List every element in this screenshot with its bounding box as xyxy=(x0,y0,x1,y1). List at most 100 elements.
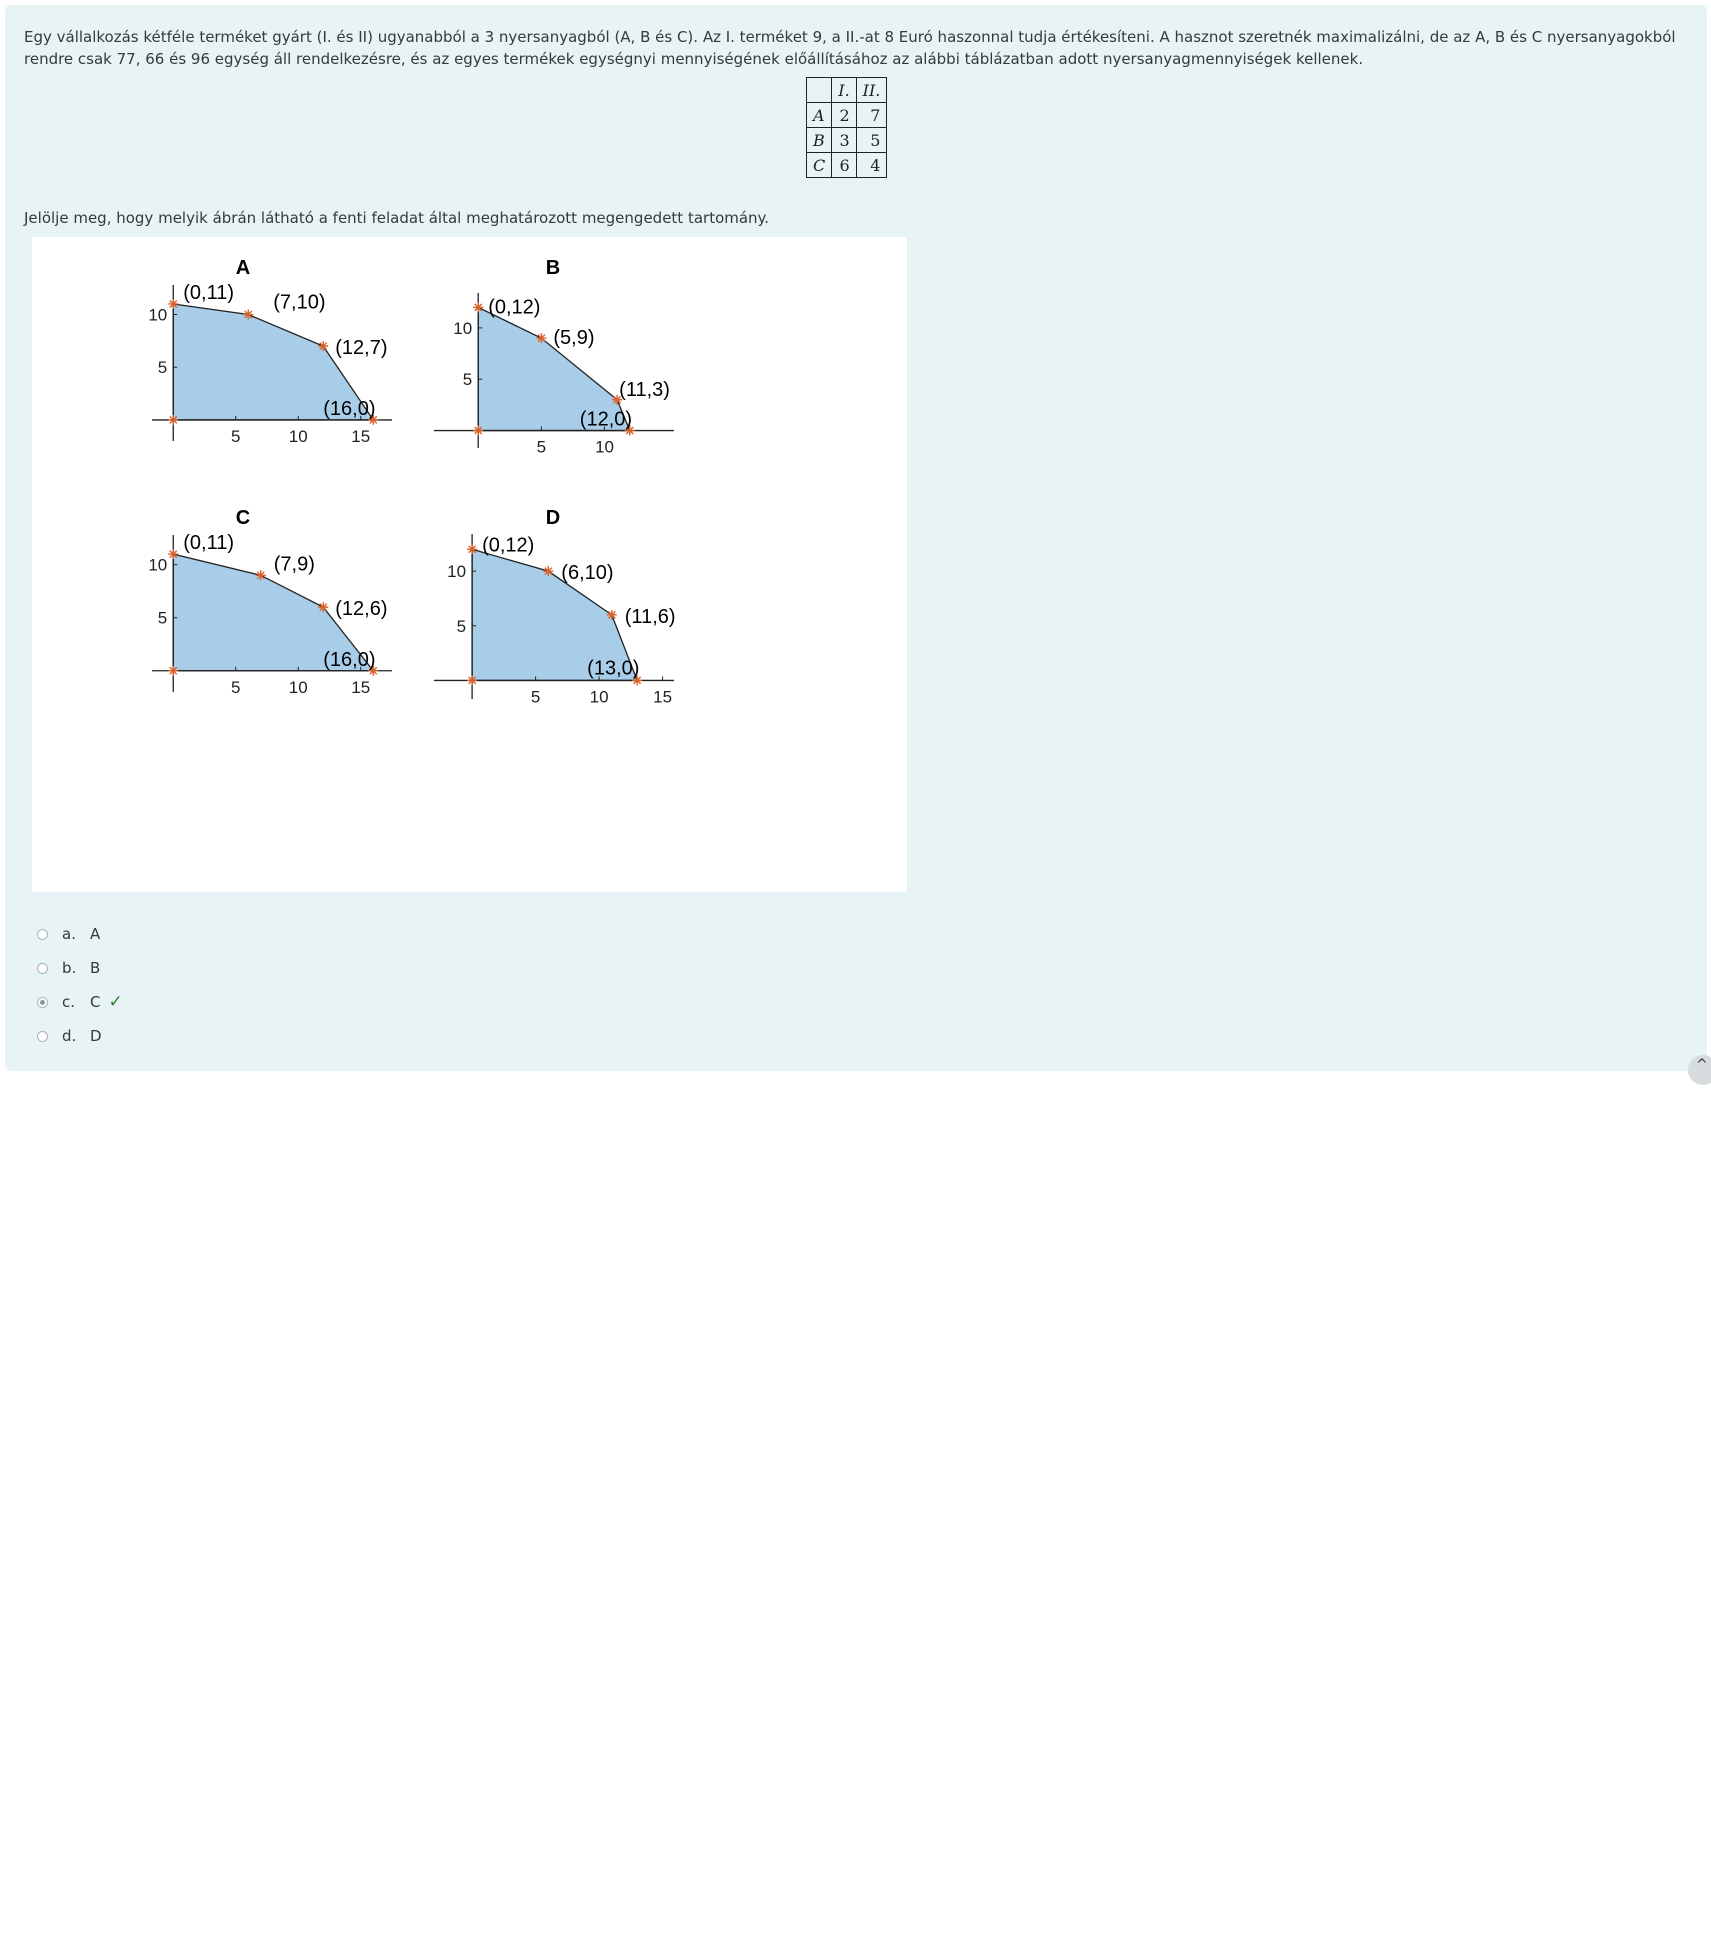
table-header-cell: I. xyxy=(831,77,857,103)
x-tick-label: 10 xyxy=(289,427,308,446)
table-row: A 2 7 xyxy=(805,102,888,128)
vertex-marker xyxy=(624,425,635,436)
radio-c[interactable] xyxy=(37,996,48,1008)
vertex-label: (12,6) xyxy=(335,598,387,620)
feasible-region-figure: 5 10 15 5 10 (0,11) (7,10) (12,7) (16,0) A 5 10 5 10 (… xyxy=(32,237,907,892)
table-cell: 5 xyxy=(855,127,888,153)
table-cell: 2 xyxy=(831,102,857,128)
vertex-marker xyxy=(543,566,554,577)
row-label: A xyxy=(805,102,833,128)
vertex-label: (12,0) xyxy=(580,409,632,431)
vertex-marker xyxy=(368,414,379,425)
question-card: Egy vállalkozás kétféle terméket gyárt (… xyxy=(5,5,1707,1071)
chart-title: B xyxy=(546,257,560,279)
table-cell: 3 xyxy=(831,127,857,153)
vertex-marker xyxy=(168,549,179,560)
question-text: Egy vállalkozás kétféle terméket gyárt (… xyxy=(24,28,1676,68)
vertex-marker xyxy=(536,333,547,344)
vertex-marker xyxy=(632,675,643,686)
vertex-label: (13,0) xyxy=(587,657,639,679)
vertex-label: (16,0) xyxy=(323,398,375,420)
table-header-cell xyxy=(805,77,833,103)
vertex-label: (0,11) xyxy=(183,532,234,554)
y-tick-label: 10 xyxy=(447,562,466,581)
option-letter: b. xyxy=(62,959,77,977)
option-c[interactable]: c. C ✓ xyxy=(37,985,123,1019)
y-tick-label: 5 xyxy=(158,609,167,628)
row-label: B xyxy=(805,127,833,153)
vertex-label: (11,6) xyxy=(625,606,676,628)
resource-table: I. II. A 2 7 B 3 5 C 6 4 xyxy=(805,77,888,178)
vertex-marker xyxy=(467,675,478,686)
x-tick-label: 15 xyxy=(653,687,672,706)
x-tick-label: 10 xyxy=(289,678,308,697)
vertex-marker xyxy=(255,570,266,581)
vertex-marker xyxy=(168,665,179,676)
option-label: D xyxy=(90,1027,102,1045)
answer-options: a. A b. B c. C ✓ d. D xyxy=(37,917,123,1053)
vertex-label: (7,9) xyxy=(274,553,315,575)
table-cell: 6 xyxy=(831,152,857,178)
vertex-label: (6,10) xyxy=(561,562,613,584)
vertex-marker xyxy=(318,341,329,352)
question-prompt: Jelölje meg, hogy melyik ábrán látható a… xyxy=(24,209,770,227)
charts-svg: 5 10 15 5 10 (0,11) (7,10) (12,7) (16,0) A 5 10 5 10 (… xyxy=(148,257,676,706)
option-label: C xyxy=(90,993,101,1011)
x-tick-label: 5 xyxy=(531,687,540,706)
y-tick-label: 5 xyxy=(158,358,167,377)
option-letter: d. xyxy=(62,1027,77,1045)
table-row: B 3 5 xyxy=(805,127,888,153)
option-label: B xyxy=(90,959,101,977)
table-cell: 4 xyxy=(855,152,888,178)
option-a[interactable]: a. A xyxy=(37,917,123,951)
y-tick-label: 10 xyxy=(148,556,167,575)
option-letter: a. xyxy=(62,925,76,943)
vertex-marker xyxy=(168,298,179,309)
table-cell: 7 xyxy=(855,102,888,128)
chevron-up-icon: ^ xyxy=(1696,1057,1708,1073)
x-tick-label: 10 xyxy=(590,687,609,706)
option-label: A xyxy=(90,925,101,943)
radio-d[interactable] xyxy=(37,1030,48,1042)
x-tick-label: 5 xyxy=(537,438,546,457)
x-tick-label: 5 xyxy=(231,678,240,697)
x-tick-label: 10 xyxy=(595,438,614,457)
vertex-marker xyxy=(318,602,329,613)
vertex-marker xyxy=(606,609,617,620)
y-tick-label: 10 xyxy=(453,319,472,338)
scroll-top-button[interactable]: ^ xyxy=(1688,1055,1711,1085)
chart-title: D xyxy=(546,507,560,529)
x-tick-label: 5 xyxy=(231,427,240,446)
chart-title: A xyxy=(236,257,250,279)
row-label: C xyxy=(805,152,833,178)
vertex-label: (11,3) xyxy=(619,379,670,401)
option-letter: c. xyxy=(62,993,76,1011)
vertex-marker xyxy=(168,414,179,425)
option-b[interactable]: b. B xyxy=(37,951,123,985)
vertex-label: (0,12) xyxy=(488,296,540,318)
radio-b[interactable] xyxy=(37,962,48,974)
table-header-row: I. II. xyxy=(805,77,888,103)
chart-title: C xyxy=(236,507,250,529)
y-tick-label: 5 xyxy=(457,617,466,636)
table-header-cell: II. xyxy=(855,77,888,103)
vertex-marker xyxy=(243,309,254,320)
table-row: C 6 4 xyxy=(805,152,888,178)
vertex-label: (12,7) xyxy=(335,337,387,359)
vertex-label: (16,0) xyxy=(323,649,375,671)
vertex-label: (5,9) xyxy=(553,327,594,349)
x-tick-label: 15 xyxy=(351,678,370,697)
vertex-marker xyxy=(612,394,623,405)
vertex-marker xyxy=(473,425,484,436)
y-tick-label: 10 xyxy=(148,306,167,325)
vertex-label: (0,11) xyxy=(183,282,234,304)
option-d[interactable]: d. D xyxy=(37,1019,123,1053)
vertex-marker xyxy=(473,302,484,313)
y-tick-label: 5 xyxy=(463,370,472,389)
radio-a[interactable] xyxy=(37,928,48,940)
vertex-label: (0,12) xyxy=(482,534,534,556)
vertex-marker xyxy=(368,665,379,676)
vertex-label: (7,10) xyxy=(273,292,325,314)
checkmark-icon: ✓ xyxy=(108,991,123,1012)
x-tick-label: 15 xyxy=(351,427,370,446)
